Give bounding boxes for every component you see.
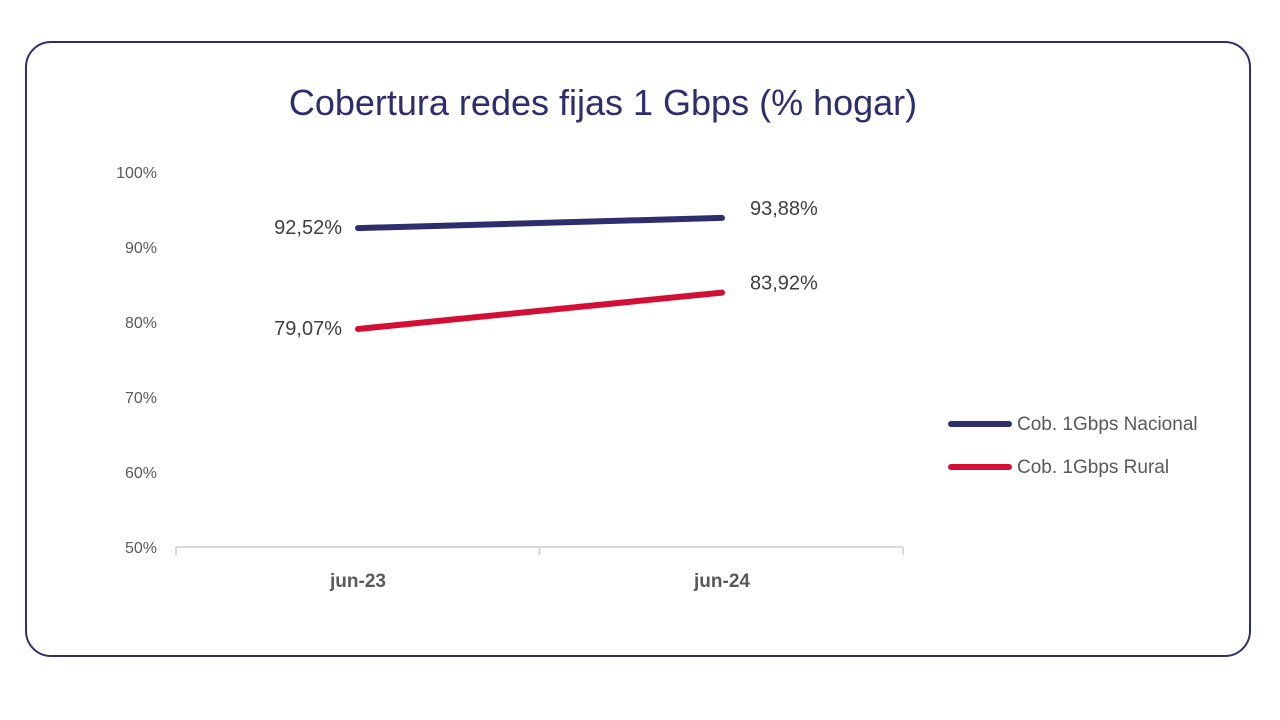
chart-frame [25,41,1251,657]
y-tick-label: 80% [125,315,157,332]
legend-label: Cob. 1Gbps Rural [1017,457,1169,478]
legend-label: Cob. 1Gbps Nacional [1017,414,1198,435]
data-labels: 92,52% 93,88% 79,07% 83,92% [274,198,818,340]
series-line-rural [355,289,725,332]
chart-title: Cobertura redes fijas 1 Gbps (% hogar) [289,82,917,123]
x-tick-label: jun-23 [329,571,386,592]
y-tick-label: 50% [125,540,157,557]
data-label: 93,88% [750,198,818,220]
x-tick-label: jun-24 [693,571,750,592]
data-label: 92,52% [274,217,342,239]
legend: Cob. 1Gbps Nacional Cob. 1Gbps Rural [948,414,1198,478]
x-axis: jun-23 jun-24 [175,546,904,592]
y-tick-label: 60% [125,465,157,482]
series-lines [355,214,725,332]
data-label: 83,92% [750,273,818,295]
data-label: 79,07% [274,318,342,340]
y-tick-label: 70% [125,390,157,407]
y-tick-label: 90% [125,240,157,257]
series-line-nacional [355,214,725,232]
y-tick-label: 100% [116,165,157,182]
y-axis-ticks: 50% 60% 70% 80% 90% 100% [116,165,157,557]
